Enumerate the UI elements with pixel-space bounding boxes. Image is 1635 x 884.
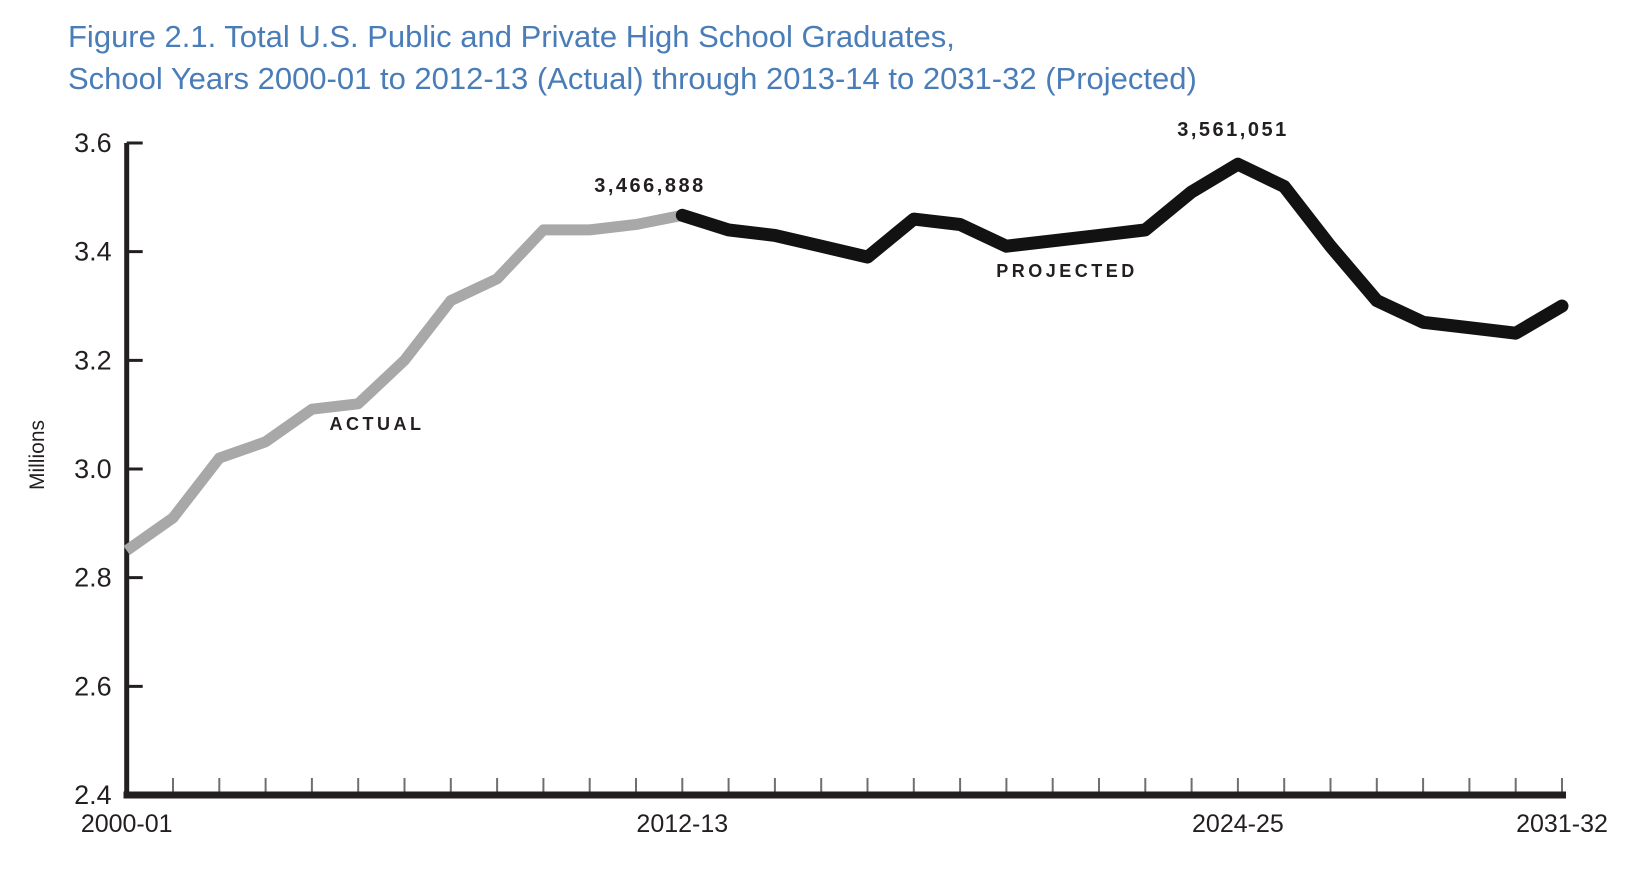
x-tick-label: 2000-01: [81, 810, 173, 838]
y-tick-label: 2.4: [74, 780, 112, 810]
figure-title-line-2: School Years 2000-01 to 2012-13 (Actual)…: [68, 61, 1197, 96]
y-tick-label: 3.0: [74, 454, 112, 484]
projected-series-line: [675, 157, 1569, 340]
figure-title: Figure 2.1. Total U.S. Public and Privat…: [68, 16, 1197, 100]
y-tick-label: 3.4: [74, 237, 112, 267]
x-tick-label: 2024-25: [1192, 810, 1284, 838]
y-axis-title: Millions: [26, 420, 49, 490]
actual-series-line: [123, 209, 684, 555]
point-label-2012-13: 3,466,888: [594, 175, 705, 197]
x-tick-label: 2031-32: [1516, 810, 1608, 838]
y-tick-label: 3.2: [74, 345, 112, 375]
y-tick-label: 2.6: [74, 671, 112, 701]
figure-title-line-1: Figure 2.1. Total U.S. Public and Privat…: [68, 19, 955, 54]
y-tick-label: 3.6: [74, 128, 112, 158]
projected-series-label: PROJECTED: [996, 261, 1138, 281]
point-label-2024-25: 3,561,051: [1177, 119, 1288, 141]
x-tick-label: 2012-13: [636, 810, 728, 838]
actual-series-label: ACTUAL: [330, 414, 425, 434]
y-tick-label: 2.8: [74, 563, 112, 593]
